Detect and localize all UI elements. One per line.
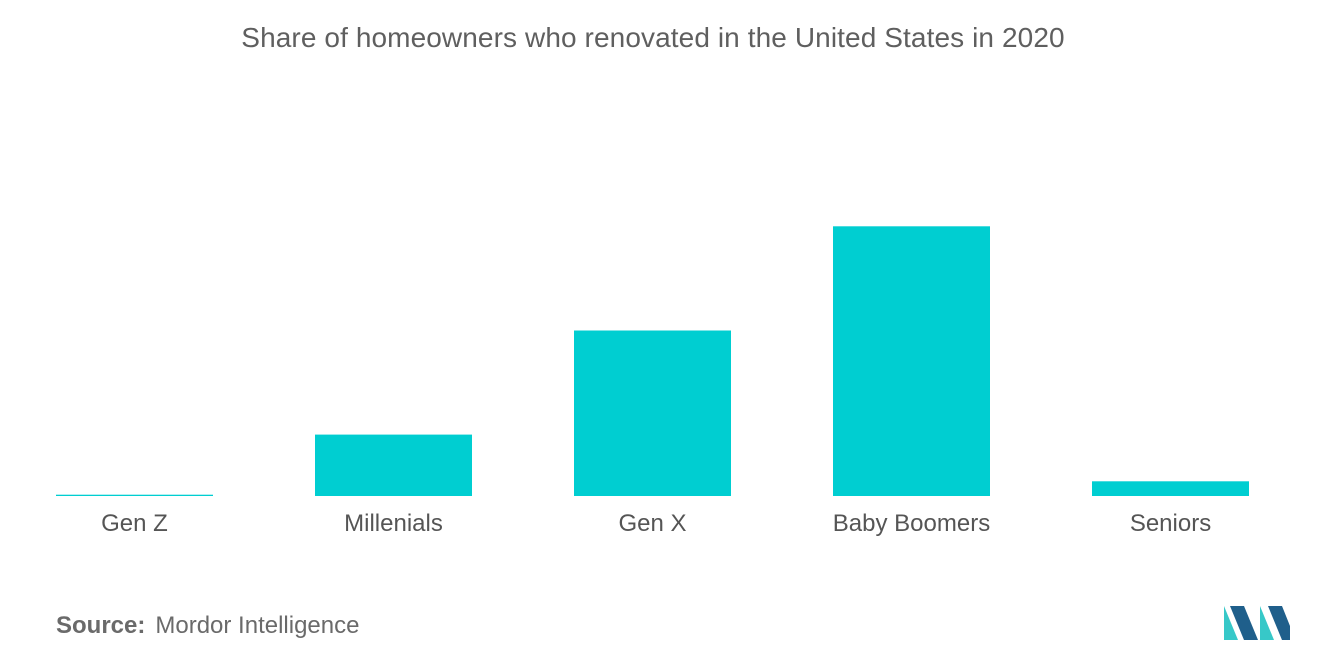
bar-gen-z: [56, 494, 213, 496]
bar-gen-x: [574, 330, 731, 496]
source-value: Mordor Intelligence: [155, 612, 360, 639]
bar-seniors: [1092, 481, 1249, 496]
source-note: Source: Mordor Intelligence: [56, 612, 359, 640]
bar-baby-boomers: [833, 226, 990, 497]
x-tick-label-seniors: Seniors: [1130, 510, 1211, 537]
x-tick-label-millenials: Millenials: [344, 510, 443, 537]
x-tick-label-gen-z: Gen Z: [101, 510, 168, 537]
mordor-intelligence-logo-icon: [1224, 606, 1290, 640]
bar-millenials: [315, 434, 472, 496]
bar-group: [56, 226, 1249, 497]
x-tick-labels: Gen Z Millenials Gen X Baby Boomers Seniors: [101, 510, 1211, 537]
x-tick-label-baby-boomers: Baby Boomers: [833, 510, 990, 537]
chart-title: Share of homeowners who renovated in the…: [241, 22, 1065, 53]
source-label: Source:: [56, 612, 146, 639]
x-tick-label-gen-x: Gen X: [618, 510, 686, 537]
